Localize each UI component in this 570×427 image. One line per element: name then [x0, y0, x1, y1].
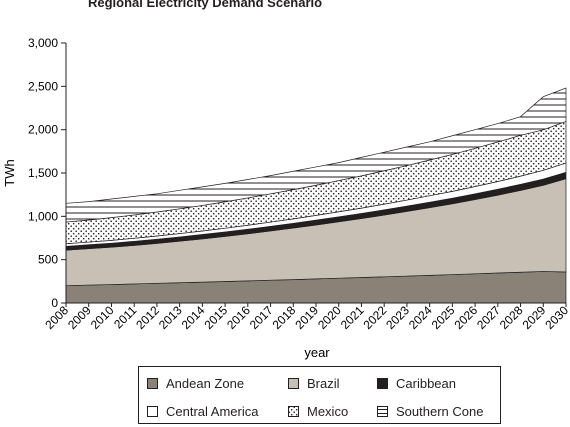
- x-tick-label: 2023: [383, 303, 412, 332]
- x-tick-label: 2010: [88, 303, 117, 332]
- legend-swatch-southern-cone: [377, 406, 388, 417]
- y-tick-label: 3,000: [28, 36, 58, 50]
- legend-swatch-brazil: [288, 378, 299, 389]
- x-tick-label: 2017: [247, 303, 276, 332]
- legend-item-southern-cone: Southern Cone: [377, 404, 483, 419]
- x-tick-label: 2028: [497, 303, 526, 332]
- x-tick-label: 2029: [520, 303, 549, 332]
- x-tick-label: 2016: [224, 303, 253, 332]
- x-tick-label: 2018: [270, 303, 299, 332]
- y-tick-label: 500: [38, 253, 58, 267]
- x-tick-label: 2027: [474, 303, 503, 332]
- x-tick-label: 2015: [201, 303, 230, 332]
- y-tick-label: 1,500: [28, 166, 58, 180]
- legend-swatch-andean-zone: [147, 378, 158, 389]
- x-tick-label: 2008: [42, 303, 71, 332]
- x-tick-label: 2021: [338, 303, 367, 332]
- x-tick-label: 2013: [156, 303, 185, 332]
- x-tick-label: 2022: [361, 303, 390, 332]
- y-tick-label: 2,500: [28, 79, 58, 93]
- legend-item-mexico: Mexico: [288, 404, 348, 419]
- x-tick-label: 2009: [65, 303, 94, 332]
- legend-swatch-caribbean: [377, 378, 388, 389]
- legend-label-southern-cone: Southern Cone: [396, 404, 484, 419]
- legend: Andean Zone Brazil Caribbean Central Ame…: [138, 366, 501, 424]
- chart-title: Regional Electricity Demand Scenario: [88, 0, 323, 10]
- x-tick-label: 2012: [133, 303, 162, 332]
- x-tick-label: 2019: [292, 303, 321, 332]
- chart-area: 05001,0001,5002,0002,5003,00020082009201…: [2, 36, 570, 360]
- y-tick-label: 1,000: [28, 209, 58, 223]
- x-tick-label: 2024: [406, 303, 435, 332]
- y-tick-label: 2,000: [28, 123, 58, 137]
- area-southern-cone: [65, 87, 567, 223]
- x-tick-label: 2020: [315, 303, 344, 332]
- legend-label-andean-zone: Andean Zone: [166, 376, 245, 391]
- x-tick-label: 2025: [429, 303, 458, 332]
- y-axis-label: TWh: [2, 159, 17, 186]
- legend-swatch-central-america: [147, 406, 158, 417]
- legend-label-central-america: Central America: [166, 404, 259, 419]
- legend-label-brazil: Brazil: [307, 376, 340, 391]
- legend-item-caribbean: Caribbean: [377, 376, 456, 391]
- y-tick-label: 0: [51, 296, 58, 310]
- legend-item-brazil: Brazil: [288, 376, 340, 391]
- legend-swatch-mexico: [288, 406, 299, 417]
- legend-label-caribbean: Caribbean: [396, 376, 456, 391]
- x-tick-label: 2011: [111, 303, 139, 331]
- x-tick-label: 2014: [179, 303, 208, 332]
- x-axis-label: year: [304, 345, 330, 360]
- legend-item-andean-zone: Andean Zone: [147, 376, 244, 391]
- legend-label-mexico: Mexico: [307, 404, 349, 419]
- legend-item-central-america: Central America: [147, 404, 258, 419]
- x-tick-label: 2030: [542, 303, 570, 332]
- x-tick-label: 2026: [451, 303, 480, 332]
